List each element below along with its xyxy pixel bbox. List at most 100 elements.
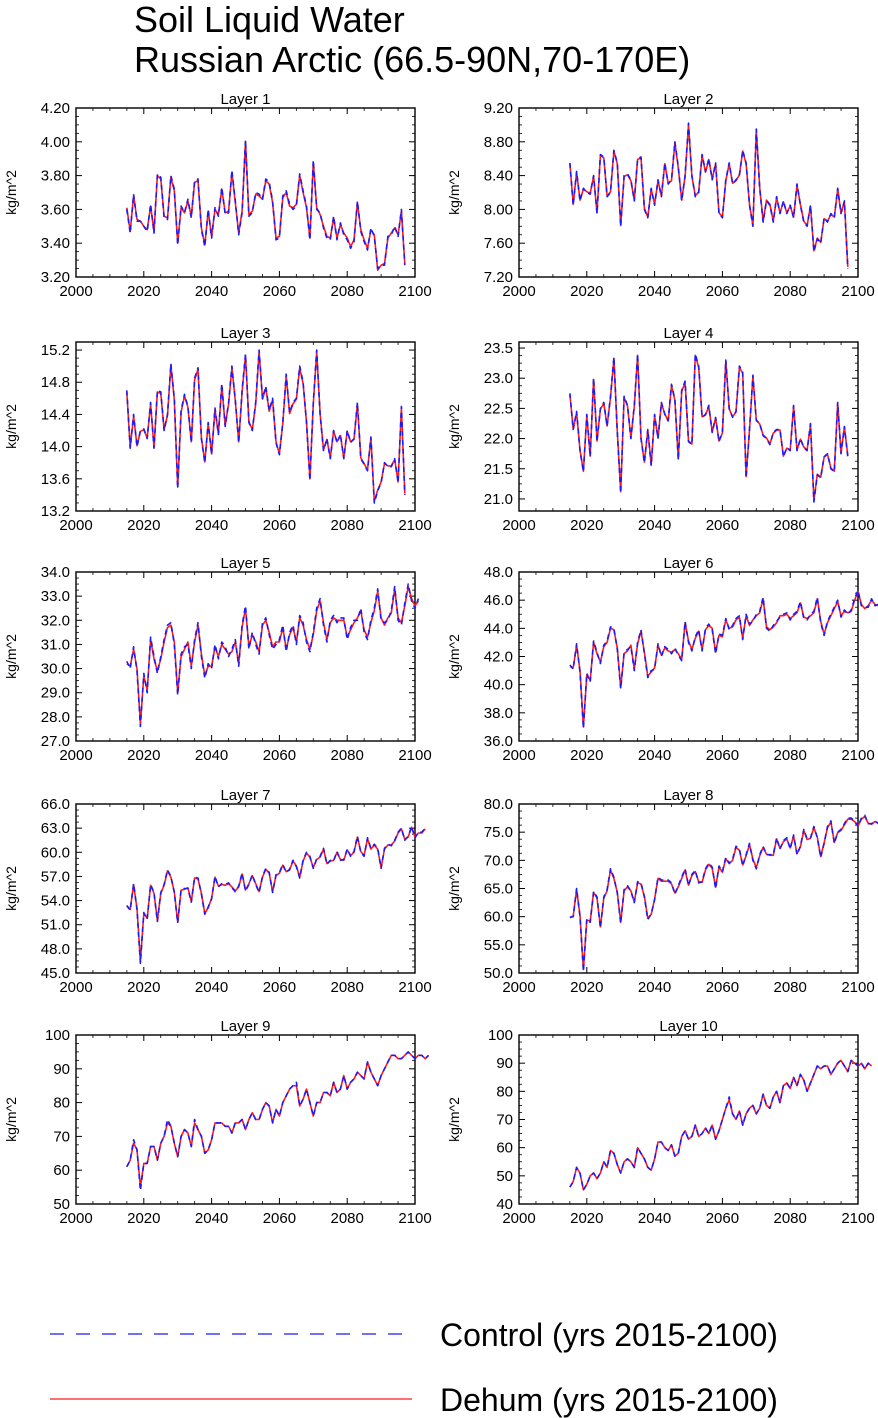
layer-5-xtick-label: 2000 bbox=[59, 747, 92, 764]
layer-7-ytick-label: 60.0 bbox=[41, 844, 70, 861]
layer-10-series-dehum bbox=[569, 1059, 873, 1191]
layer-1-xtick-label: 2000 bbox=[59, 283, 92, 300]
layer-10-ytick-label: 100 bbox=[488, 1027, 513, 1044]
layer-2-ylabel: kg/m^2 bbox=[446, 170, 462, 215]
layer-1-title: Layer 1 bbox=[220, 91, 270, 108]
layer-2-series-control bbox=[569, 122, 849, 269]
layer-3-ytick-label: 14.0 bbox=[41, 439, 70, 456]
layer-6-ytick-label: 36.0 bbox=[484, 733, 513, 750]
layer-3-ylabel: kg/m^2 bbox=[3, 404, 19, 449]
layer-10-xtick-label: 2060 bbox=[706, 1210, 739, 1227]
layer-9-ylabel: kg/m^2 bbox=[3, 1097, 19, 1142]
layer-6-xtick-label: 2060 bbox=[706, 747, 739, 764]
layer-4-xtick-label: 2100 bbox=[841, 517, 874, 534]
layer-6-xtick-label: 2040 bbox=[638, 747, 671, 764]
layer-3-series-control bbox=[126, 349, 406, 504]
layer-10-ytick-label: 90 bbox=[496, 1055, 513, 1072]
layer-1-frame bbox=[75, 107, 416, 278]
layer-10-xtick-label: 2080 bbox=[774, 1210, 807, 1227]
layer-1-series-control bbox=[126, 139, 406, 270]
layer-4-ylabel: kg/m^2 bbox=[446, 404, 462, 449]
layer-4-ytick-label: 22.0 bbox=[484, 431, 513, 448]
layer-7-ytick-label: 45.0 bbox=[41, 965, 70, 982]
layer-3-xtick-label: 2100 bbox=[398, 517, 431, 534]
layer-2-ytick-label: 7.60 bbox=[484, 235, 513, 252]
layer-5-title: Layer 5 bbox=[220, 555, 270, 572]
layer-8-xtick-label: 2040 bbox=[638, 979, 671, 996]
layer-4-xtick-label: 2000 bbox=[502, 517, 535, 534]
layer-7-xtick-label: 2060 bbox=[263, 979, 296, 996]
layer-9-ytick-label: 80 bbox=[53, 1095, 70, 1112]
layer-9-xtick-label: 2040 bbox=[195, 1210, 228, 1227]
layer-6-ytick-label: 46.0 bbox=[484, 592, 513, 609]
layer-9-xtick-label: 2100 bbox=[398, 1210, 431, 1227]
layer-10-ytick-label: 50 bbox=[496, 1168, 513, 1185]
layer-7-xtick-label: 2020 bbox=[127, 979, 160, 996]
layer-3-ytick-label: 14.4 bbox=[41, 406, 70, 423]
layer-10-xtick-label: 2100 bbox=[841, 1210, 874, 1227]
layer-10-ytick-label: 80 bbox=[496, 1083, 513, 1100]
layer-5-ytick-label: 34.0 bbox=[41, 564, 70, 581]
layer-9-xtick-label: 2060 bbox=[263, 1210, 296, 1227]
layer-6-series-control bbox=[569, 589, 878, 730]
layer-9-ytick-label: 60 bbox=[53, 1162, 70, 1179]
layer-1-xtick-label: 2020 bbox=[127, 283, 160, 300]
layer-8-xtick-label: 2000 bbox=[502, 979, 535, 996]
layer-6-ytick-label: 38.0 bbox=[484, 705, 513, 722]
layer-1-ytick-label: 3.40 bbox=[41, 235, 70, 252]
layer-4-ytick-label: 23.0 bbox=[484, 370, 513, 387]
legend: Control (yrs 2015-2100) Dehum (yrs 2015-… bbox=[50, 1317, 778, 1418]
layer-7-ytick-label: 51.0 bbox=[41, 917, 70, 934]
layer-9-xtick-label: 2020 bbox=[127, 1210, 160, 1227]
layer-6-ytick-label: 44.0 bbox=[484, 620, 513, 637]
layer-5-series-dehum bbox=[126, 585, 420, 725]
layer-6-ytick-label: 40.0 bbox=[484, 677, 513, 694]
layer-10-frame bbox=[518, 1034, 859, 1205]
layer-9-xtick-label: 2080 bbox=[331, 1210, 364, 1227]
layer-9-frame bbox=[75, 1034, 416, 1205]
layer-1-xtick-label: 2100 bbox=[398, 283, 431, 300]
layer-9-ytick-label: 70 bbox=[53, 1128, 70, 1145]
layer-2-title: Layer 2 bbox=[663, 91, 713, 108]
layer-5-ytick-label: 32.0 bbox=[41, 612, 70, 629]
layer-5-frame bbox=[75, 571, 416, 742]
layer-10-ytick-label: 60 bbox=[496, 1140, 513, 1157]
legend-dehum-label: Dehum (yrs 2015-2100) bbox=[440, 1382, 778, 1418]
layer-8-ytick-label: 70.0 bbox=[484, 852, 513, 869]
layer-1-xtick-label: 2040 bbox=[195, 283, 228, 300]
layer-6-title: Layer 6 bbox=[663, 555, 713, 572]
layer-1-ytick-label: 3.20 bbox=[41, 269, 70, 286]
layer-1-xtick-label: 2060 bbox=[263, 283, 296, 300]
layer-8-ytick-label: 60.0 bbox=[484, 909, 513, 926]
layer-5-xtick-label: 2060 bbox=[263, 747, 296, 764]
layer-7-series-control bbox=[126, 825, 426, 965]
layer-9-ytick-label: 100 bbox=[45, 1027, 70, 1044]
layer-5-ylabel: kg/m^2 bbox=[3, 634, 19, 679]
layer-3-xtick-label: 2080 bbox=[331, 517, 364, 534]
layer-9-ytick-label: 90 bbox=[53, 1061, 70, 1078]
layer-1-xtick-label: 2080 bbox=[331, 283, 364, 300]
layer-6-ylabel: kg/m^2 bbox=[446, 634, 462, 679]
layer-7-xtick-label: 2080 bbox=[331, 979, 364, 996]
layer-8-ytick-label: 80.0 bbox=[484, 796, 513, 813]
page-title: Soil Liquid Water bbox=[134, 0, 405, 40]
layer-10-ytick-label: 70 bbox=[496, 1112, 513, 1129]
layer-7-ytick-label: 66.0 bbox=[41, 796, 70, 813]
layer-4-ytick-label: 21.5 bbox=[484, 461, 513, 478]
layer-6-xtick-label: 2020 bbox=[570, 747, 603, 764]
title-block: Soil Liquid Water Russian Arctic (66.5-9… bbox=[134, 0, 690, 80]
layer-8-title: Layer 8 bbox=[663, 787, 713, 804]
layer-10-title: Layer 10 bbox=[659, 1018, 717, 1035]
layer-10-xtick-label: 2020 bbox=[570, 1210, 603, 1227]
layer-6-frame bbox=[518, 571, 859, 742]
layer-2-ytick-label: 8.80 bbox=[484, 134, 513, 151]
layer-2-xtick-label: 2080 bbox=[774, 283, 807, 300]
layer-5-ytick-label: 31.0 bbox=[41, 636, 70, 653]
layer-3-xtick-label: 2020 bbox=[127, 517, 160, 534]
layer-7-ytick-label: 54.0 bbox=[41, 893, 70, 910]
layer-4-ytick-label: 23.5 bbox=[484, 340, 513, 357]
legend-control-label: Control (yrs 2015-2100) bbox=[440, 1317, 778, 1353]
layer-2-ytick-label: 9.20 bbox=[484, 100, 513, 117]
layer-8-xtick-label: 2100 bbox=[841, 979, 874, 996]
layer-2-ytick-label: 8.00 bbox=[484, 201, 513, 218]
